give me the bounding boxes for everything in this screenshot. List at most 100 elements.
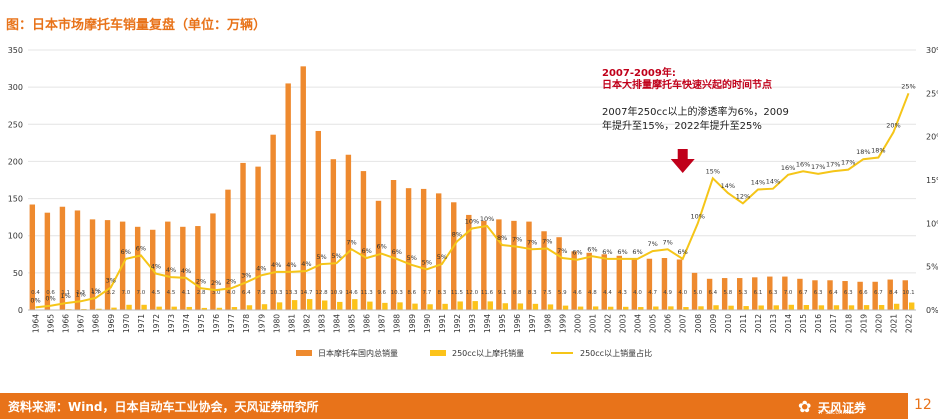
share-point-label: 4%	[166, 266, 176, 274]
share-point-label: 6%	[121, 248, 131, 256]
share-point-label: 10%	[691, 212, 705, 220]
bar-250cc	[352, 299, 358, 310]
footer-bar: 资料来源：Wind，日本自动车工业协会，天风证券研究所 ✿ 天风证券 TF SE…	[0, 393, 938, 419]
x-tick-label: 2013	[769, 314, 778, 333]
bar-250cc-label: 1.7	[91, 290, 100, 296]
bar-250cc-label: 4.3	[618, 290, 627, 296]
share-point-label: 18%	[856, 148, 870, 156]
bar-250cc-label: 3.0	[212, 290, 221, 296]
bar-total	[315, 130, 321, 310]
bar-250cc-label: 7.8	[257, 290, 266, 296]
y-tick-label: 250	[8, 120, 23, 129]
bar-total	[451, 202, 457, 310]
bar-250cc	[261, 304, 268, 310]
share-point-label: 5%	[316, 253, 326, 261]
share-point-label: 2%	[211, 279, 221, 287]
x-tick-label: 1986	[363, 314, 372, 333]
share-point-label: 5%	[407, 254, 417, 262]
bar-total	[225, 189, 231, 310]
share-point-label: 14%	[751, 179, 765, 187]
share-point-label: 4%	[301, 260, 311, 268]
bar-total	[767, 276, 773, 310]
bar-250cc	[517, 303, 524, 310]
x-tick-label: 1993	[468, 314, 477, 333]
share-point-label: 16%	[781, 164, 795, 172]
share-point-label: 25%	[901, 82, 915, 90]
bar-250cc	[532, 303, 539, 310]
bar-250cc-label: 7.7	[422, 290, 431, 296]
bar-250cc-label: 7.0	[784, 290, 793, 296]
x-tick-label: 1994	[483, 314, 492, 333]
x-tick-label: 1997	[528, 314, 537, 333]
company-logo-subtext: TF SECURITIES	[818, 410, 855, 416]
bar-250cc-label: 6.4	[829, 290, 838, 296]
bar-total	[74, 210, 81, 310]
bar-250cc-label: 4.0	[227, 290, 236, 296]
x-tick-label: 1999	[558, 314, 567, 333]
x-tick-label: 1977	[227, 314, 236, 333]
bar-total	[420, 188, 427, 310]
bar-250cc	[878, 305, 885, 310]
bar-250cc	[668, 306, 674, 310]
share-point-label: 12%	[736, 192, 750, 200]
x-tick-label: 1965	[47, 314, 56, 333]
bar-250cc	[623, 306, 629, 310]
share-point-label: 5%	[331, 252, 341, 260]
bar-250cc-label: 10.1	[902, 290, 914, 296]
bar-250cc-label: 11.6	[481, 290, 494, 296]
bar-total	[661, 258, 668, 310]
bar-250cc-label: 4.6	[573, 290, 582, 296]
bar-250cc-label: 4.8	[588, 290, 597, 296]
annotation-heading: 2007-2009年:	[602, 66, 676, 79]
bar-250cc-label: 4.5	[152, 290, 161, 296]
bar-total	[736, 278, 743, 310]
bar-250cc	[291, 300, 298, 310]
bar-250cc	[758, 305, 764, 310]
bar-250cc-label: 3.2	[106, 290, 115, 296]
x-tick-label: 1972	[152, 314, 161, 333]
bar-total	[44, 212, 51, 310]
x-tick-label: 2014	[784, 314, 793, 333]
share-point-label: 1%	[76, 290, 86, 298]
x-tick-label: 2021	[889, 314, 898, 333]
page-number: 12	[914, 397, 932, 413]
share-point-label: 14%	[721, 182, 735, 190]
bar-total	[601, 254, 607, 310]
source-note: 资料来源：Wind，日本自动车工业协会，天风证券研究所	[8, 400, 319, 414]
x-tick-label: 1970	[122, 314, 131, 333]
bar-total	[812, 280, 818, 310]
bar-250cc	[141, 304, 147, 310]
share-point-label: 3%	[106, 276, 116, 284]
y2-tick-label: 25%	[926, 89, 938, 98]
bar-250cc	[638, 307, 644, 310]
share-point-label: 7%	[663, 238, 673, 246]
bar-total	[240, 162, 246, 310]
bar-total	[782, 276, 788, 310]
share-point-label: 6%	[678, 248, 688, 256]
bar-250cc	[728, 305, 734, 310]
bar-total	[89, 219, 96, 310]
x-tick-label: 1983	[317, 314, 326, 333]
bar-total	[285, 83, 291, 310]
x-tick-label: 1976	[212, 314, 221, 333]
bar-250cc-label: 4.0	[633, 290, 642, 296]
bar-total	[59, 206, 66, 310]
bar-250cc	[276, 302, 283, 310]
x-tick-label: 1971	[137, 314, 146, 333]
share-point-label: 17%	[826, 160, 840, 168]
bar-250cc	[803, 305, 810, 310]
bar-250cc	[743, 306, 749, 310]
share-point-label: 6%	[136, 244, 146, 252]
share-point-label: 6%	[617, 248, 627, 256]
bar-250cc	[337, 301, 343, 310]
x-tick-label: 1964	[32, 314, 41, 333]
legend-label-share: 250cc以上销量占比	[580, 348, 652, 358]
bar-250cc	[111, 307, 117, 310]
x-tick-label: 1968	[92, 314, 101, 333]
bar-total	[466, 214, 472, 310]
bar-250cc	[201, 307, 208, 310]
x-tick-label: 1989	[408, 314, 417, 333]
annotation-subheading: 日本大排量摩托车快速兴起的时间节点	[602, 78, 772, 91]
x-tick-label: 2011	[739, 314, 748, 333]
bar-250cc-label: 6.3	[769, 290, 778, 296]
